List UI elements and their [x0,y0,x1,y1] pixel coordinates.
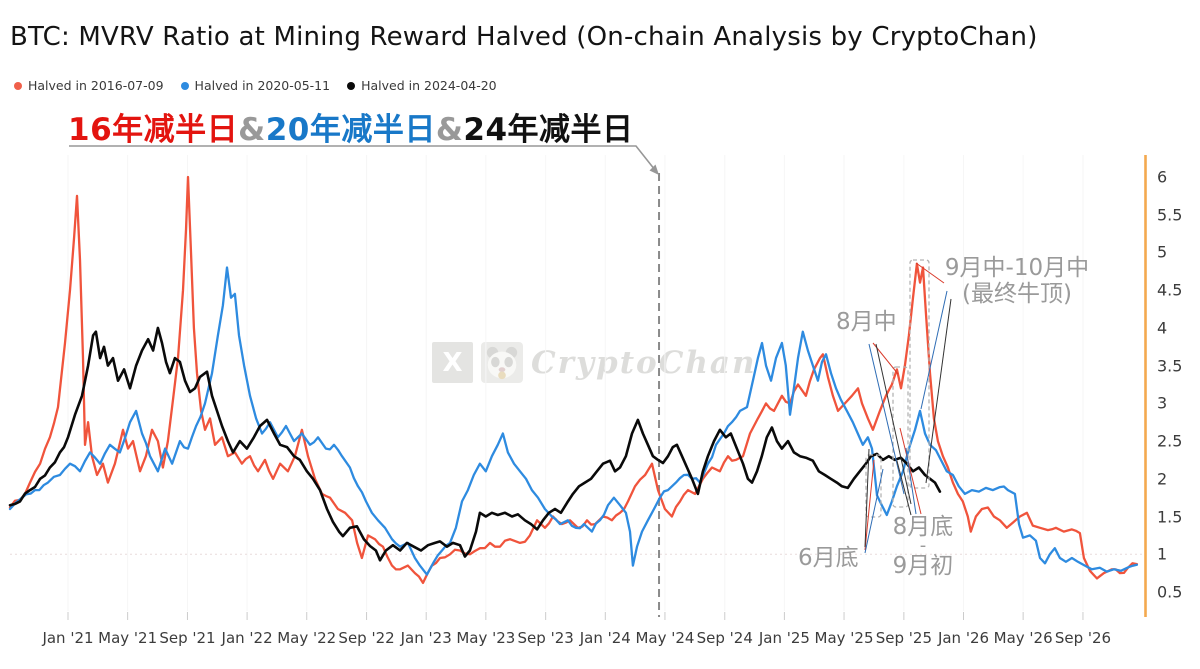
x-logo-glyph: X [442,347,463,378]
y-axis-tick-label: 2 [1157,469,1168,489]
x-axis-tick-label: May '22 [277,629,337,647]
halving-days-headline: 16年减半日&20年减半日&24年减半日 [68,104,634,149]
annotation-sep-start: 9月初 [892,553,954,580]
y-axis-tick-label: 1.5 [1157,507,1183,527]
annotation-bull-top-line2: (最终牛顶) [962,281,1072,308]
annotation-leader-line [864,468,884,554]
highlight-box [865,454,882,518]
x-axis-tick-label: Sep '24 [696,629,753,647]
y-axis-tick-label: 4 [1157,318,1168,338]
legend-item-halved-2024[interactable]: Halved in 2024-04-20 [347,78,497,93]
x-axis-tick-label: Jan '23 [400,629,452,647]
headline-arrow-line [69,145,656,171]
x-axis-tick-label: Jan '26 [937,629,990,647]
x-axis-tick-label: Sep '26 [1054,629,1112,647]
y-axis-tick-label: 0.5 [1157,582,1183,602]
x-axis-tick-label: Jan '21 [42,629,94,647]
headline-amp-1: & [238,112,266,148]
x-axis-tick-label: Jan '22 [221,629,273,647]
legend-dot-2020-icon [180,81,189,90]
x-axis-tick-label: May '21 [98,629,158,647]
y-axis-tick-label: 6 [1157,167,1168,187]
legend-dot-2024-icon [347,81,356,90]
y-axis-tick-label: 5 [1157,242,1168,262]
y-axis-tick-label: 3 [1157,393,1168,413]
panda-avatar-icon [481,342,523,383]
highlight-box [892,366,909,508]
y-axis-tick-label: 1 [1157,544,1168,564]
watermark-brand: CryptoChan [531,344,757,381]
annotation-leader-line [868,343,905,495]
headline-2020-part: 20年减半日 [265,112,436,148]
x-axis-tick-label: Sep '21 [159,629,216,647]
x-axis-tick-label: Jan '24 [579,629,631,647]
legend-label-2024: Halved in 2024-04-20 [361,78,497,93]
y-axis-tick-label: 5.5 [1157,205,1183,225]
y-axis: 6 5.5 5 4.5 4 3.5 3 2.5 2 1.5 1 0.5 [1157,0,1197,669]
y-axis-tick-label: 3.5 [1157,356,1183,376]
annotation-leader-line [899,427,922,515]
y-axis-tick-label: 4.5 [1157,280,1183,300]
annotation-aug-end-sep-start: 8月底 - 9月初 [888,514,958,579]
x-axis-tick-label: May '26 [993,629,1053,647]
annotation-aug-end: 8月底 [892,514,954,540]
headline-amp-2: & [435,112,464,148]
legend-item-halved-2016[interactable]: Halved in 2016-07-09 [14,78,164,93]
x-axis-tick-label: Sep '23 [517,629,574,647]
x-axis-tick-label: Jan '25 [758,629,810,647]
x-axis-tick-label: May '24 [635,629,695,647]
annotation-leader-line [864,448,870,548]
annotation-leader-line [905,447,917,515]
x-axis: Jan '21 May '21 Sep '21 Jan '22 May '22 Sep '… [0,629,1200,649]
x-logo-icon: X [432,342,473,383]
annotation-mid-august: 8月中 [836,309,897,335]
legend-label-2020: Halved in 2020-05-11 [194,78,331,93]
annotation-leader-line [896,460,912,516]
series-line-1 [8,266,1139,576]
annotation-sep-oct-line1: 9月中-10月中 [944,255,1090,281]
y-axis-tick-label: 2.5 [1157,431,1183,451]
x-axis-tick-label: May '25 [814,629,874,647]
annotation-jun-end: 6月底 [798,545,859,571]
chart-title: BTC: MVRV Ratio at Mining Reward Halved … [10,22,1038,52]
annotation-leader-line [875,343,912,505]
x-axis-tick-label: Sep '22 [338,629,395,647]
x-axis-tick-label: May '23 [456,629,516,647]
headline-2024-part: 24年减半日 [463,112,634,148]
annotation-sep-oct-bull-top: 9月中-10月中 (最终牛顶) [938,255,1096,308]
annotation-dash: - [919,535,927,557]
x-axis-tick-label: Sep '25 [875,629,932,647]
legend-item-halved-2020[interactable]: Halved in 2020-05-11 [180,78,331,93]
annotation-leader-line [864,459,875,551]
legend-label-2016: Halved in 2016-07-09 [28,78,164,93]
annotation-leader-line [920,290,948,410]
watermark: X CryptoChan [432,342,757,383]
highlight-box [909,259,930,489]
legend-dot-2016-icon [14,81,22,90]
annotation-leader-line [925,298,952,484]
annotation-leader-line [872,342,899,375]
headline-2016-part: 16年减半日 [68,112,239,148]
legend: Halved in 2016-07-09 Halved in 2020-05-1… [14,78,497,93]
headline-arrowhead-icon [649,164,659,175]
